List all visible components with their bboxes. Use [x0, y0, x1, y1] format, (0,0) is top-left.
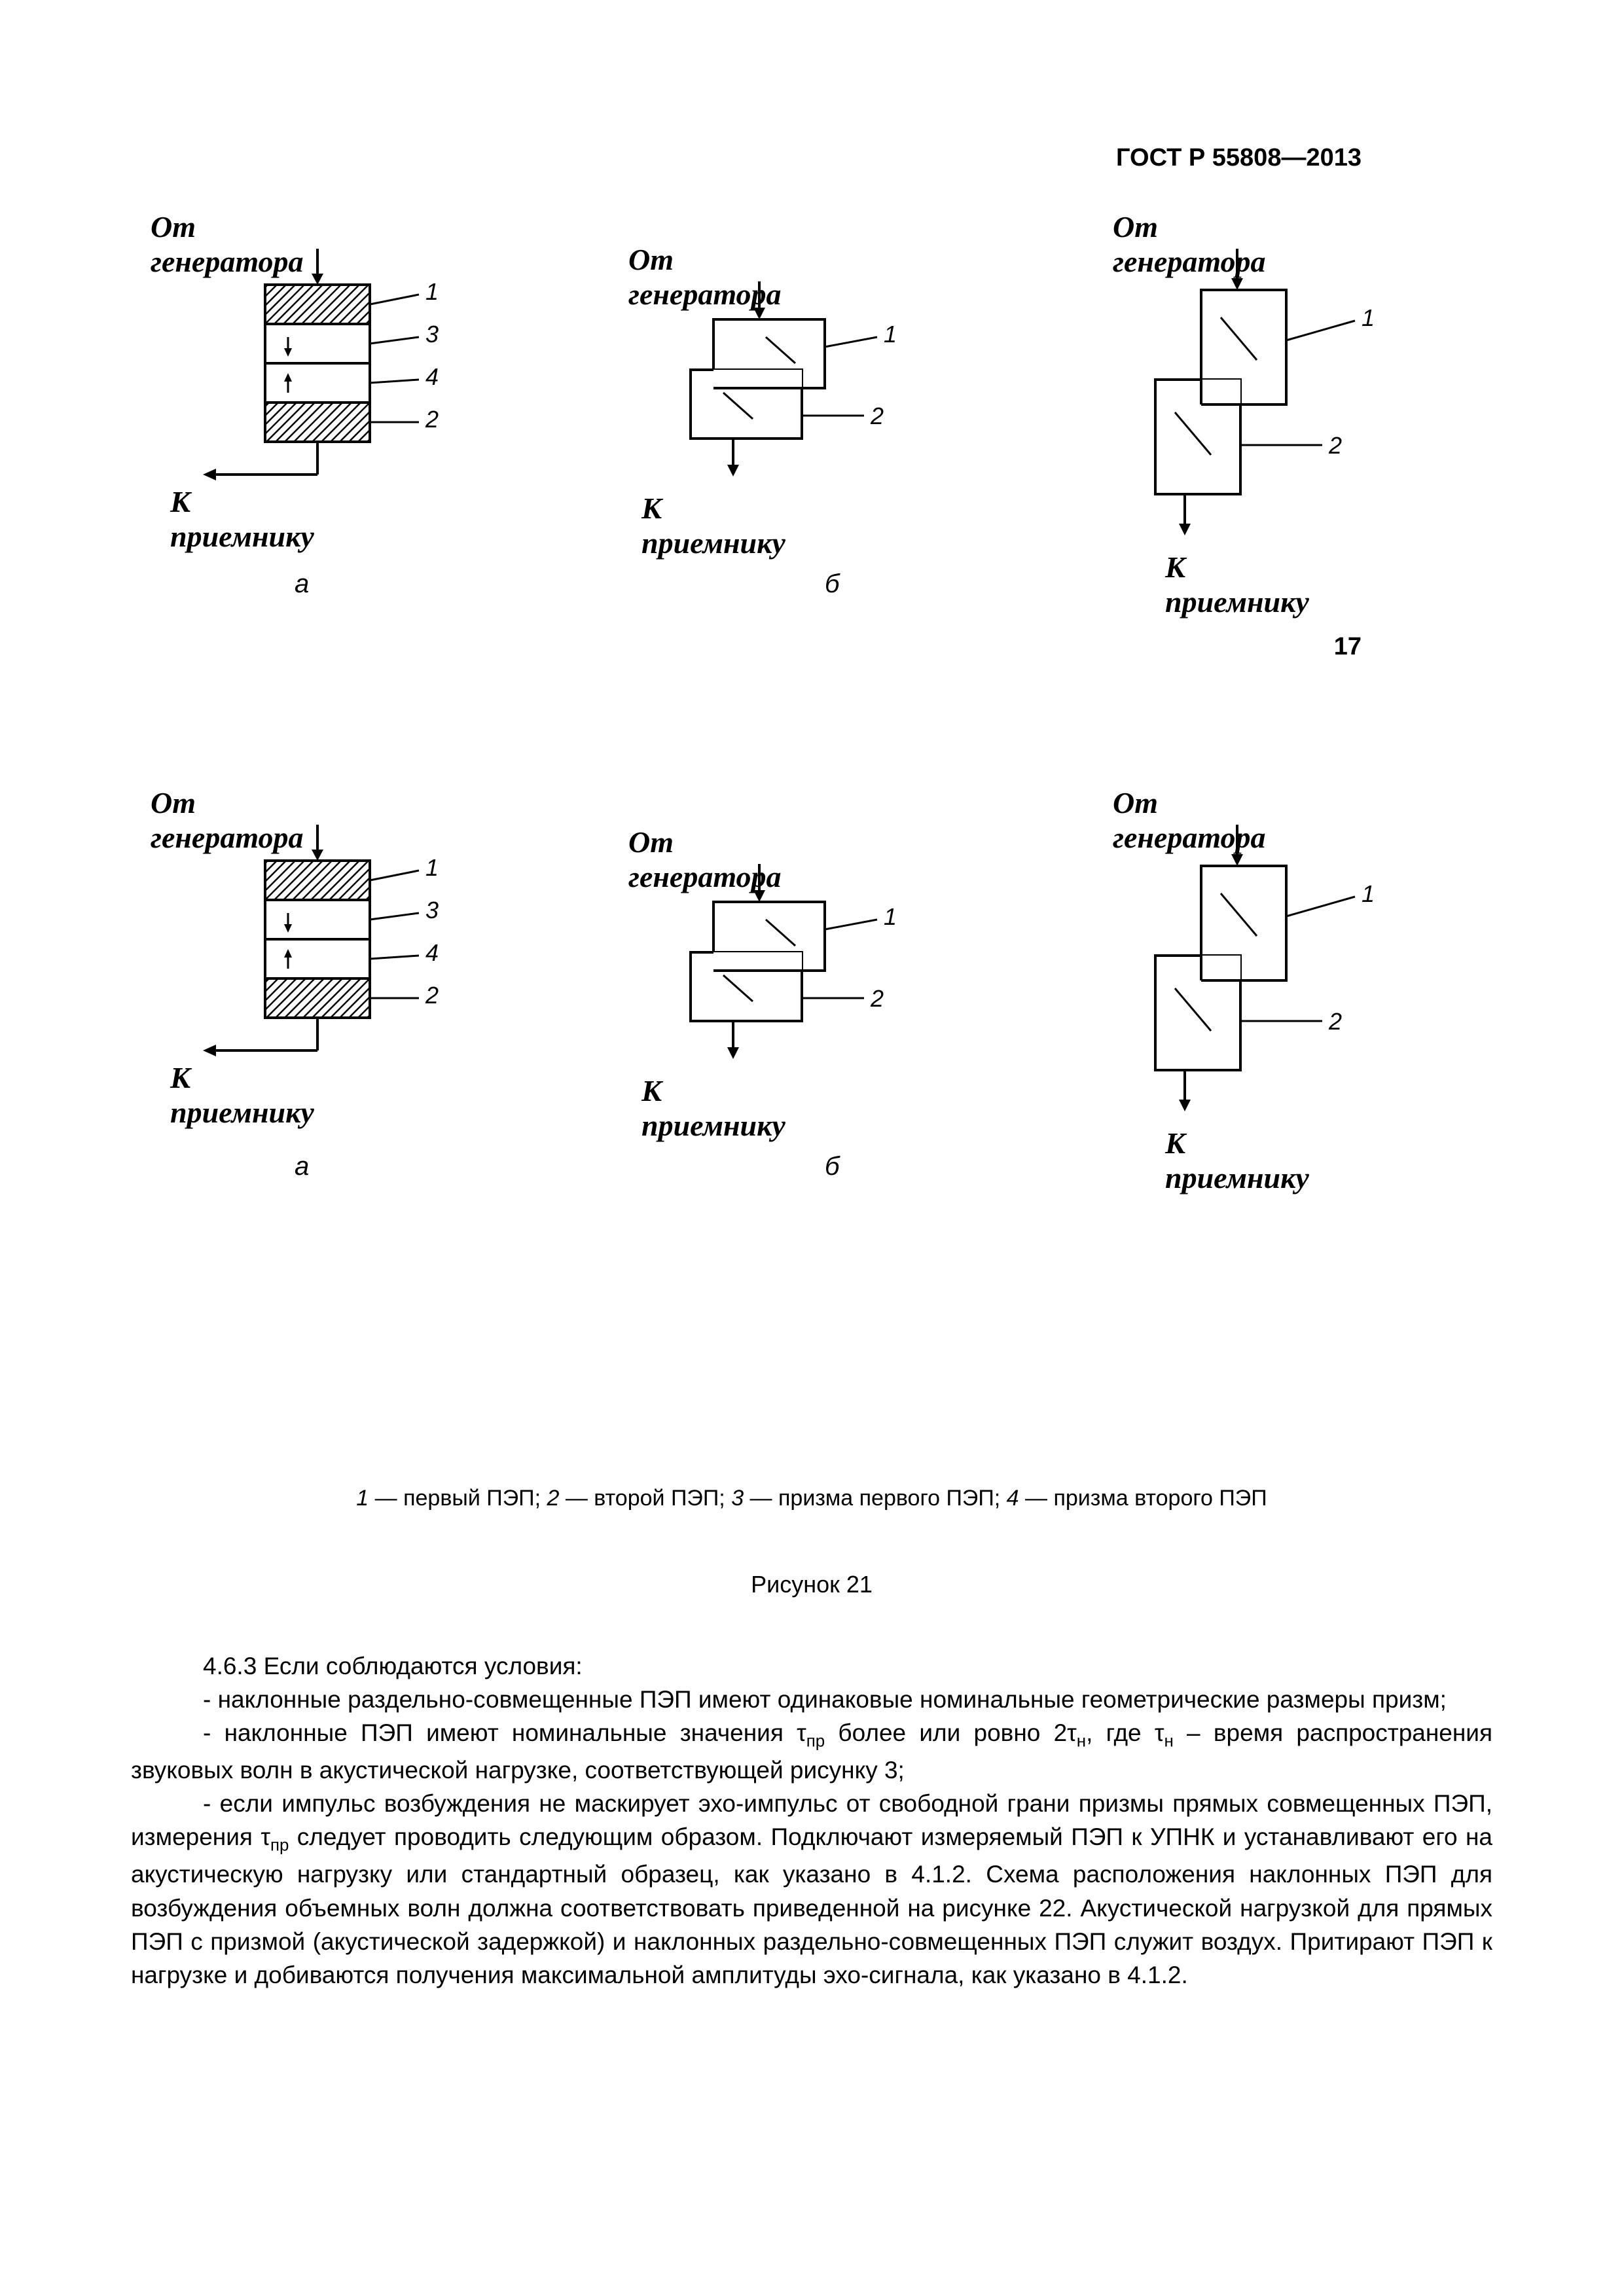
figure-21: От генератора: [131, 209, 1492, 1420]
label-1: 1: [884, 903, 897, 931]
label-3: 3: [425, 321, 439, 348]
label-b: б: [825, 1152, 840, 1181]
label-2: 2: [871, 403, 884, 430]
label-to-recv: К приемнику: [1165, 1126, 1309, 1195]
label-1: 1: [884, 321, 897, 348]
label-a: а: [295, 1152, 309, 1181]
label-to-recv: К приемнику: [1165, 550, 1309, 619]
label-1: 1: [425, 278, 439, 306]
label-b: б: [825, 569, 840, 599]
figure-legend: 1 — первый ПЭП; 2 — второй ПЭП; 3 — приз…: [131, 1486, 1492, 1511]
para-463: 4.6.3 Если соблюдаются условия:: [131, 1649, 1492, 1683]
label-2: 2: [1329, 432, 1342, 459]
label-to-recv: К приемнику: [170, 484, 314, 554]
label-4: 4: [425, 363, 439, 391]
label-2: 2: [1329, 1008, 1342, 1035]
label-1: 1: [425, 854, 439, 882]
figure-caption: Рисунок 21: [131, 1571, 1492, 1598]
para-cond1: - наклонные раздельно-совмещенные ПЭП им…: [131, 1683, 1492, 1716]
label-a: а: [295, 569, 309, 599]
label-to-recv: К приемнику: [641, 1073, 785, 1143]
label-2: 2: [425, 406, 439, 433]
para-cond2: - наклонные ПЭП имеют номинальные значен…: [131, 1716, 1492, 1787]
para-cond3: - если импульс возбуждения не маскирует …: [131, 1787, 1492, 1991]
label-2: 2: [425, 982, 439, 1009]
label-to-recv: К приемнику: [170, 1060, 314, 1130]
body-text: 4.6.3 Если соблюдаются условия: - наклон…: [131, 1649, 1492, 1992]
label-2: 2: [871, 985, 884, 1013]
label-to-recv: К приемнику: [641, 491, 785, 560]
page-number: 17: [1334, 633, 1362, 661]
label-1: 1: [1362, 880, 1375, 908]
label-4: 4: [425, 939, 439, 967]
label-3: 3: [425, 897, 439, 924]
doc-header: ГОСТ Р 55808—2013: [1116, 144, 1362, 172]
label-1: 1: [1362, 304, 1375, 332]
